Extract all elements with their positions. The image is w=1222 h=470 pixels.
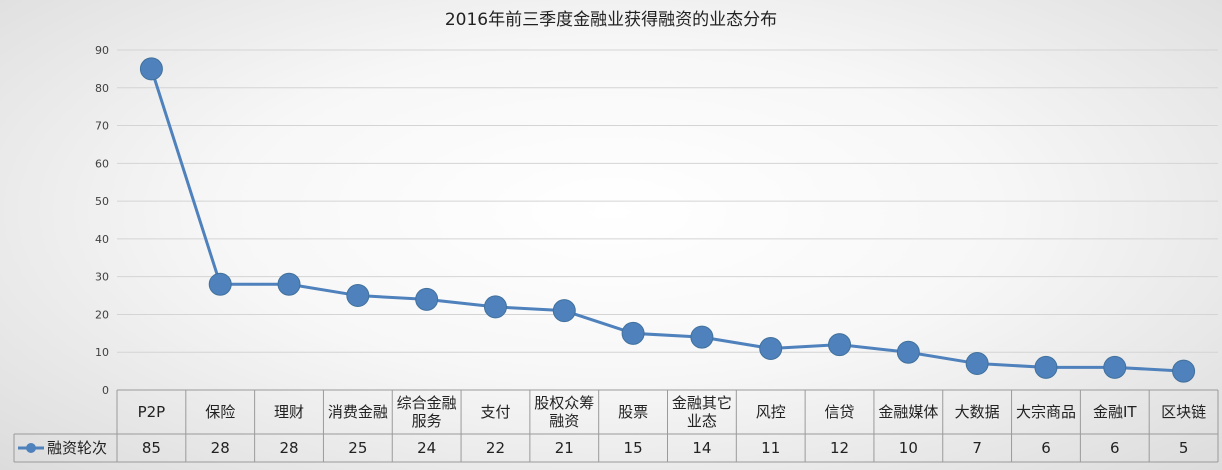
table-value-cell: 10 <box>899 439 918 457</box>
data-point <box>552 299 576 323</box>
data-point <box>896 340 920 364</box>
data-point <box>690 325 714 349</box>
table-value-cell: 24 <box>417 439 436 457</box>
table-value-cell: 22 <box>486 439 505 457</box>
data-point <box>621 321 645 345</box>
data-point <box>1034 355 1058 379</box>
table-value-cell: 7 <box>972 439 982 457</box>
category-label: 综合金融 <box>397 394 457 412</box>
category-label: 股权众筹 <box>534 394 594 412</box>
data-point <box>415 287 439 311</box>
table-value-cell: 14 <box>692 439 711 457</box>
category-label: 消费金融 <box>328 403 388 421</box>
data-point <box>965 352 989 376</box>
category-label: 信贷 <box>825 403 855 421</box>
category-label: 区块链 <box>1161 403 1206 421</box>
data-point <box>1103 355 1127 379</box>
category-label: 股票 <box>618 403 648 421</box>
category-label: 风控 <box>756 403 786 421</box>
table-value-cell: 21 <box>555 439 574 457</box>
table-value-cell: 15 <box>624 439 643 457</box>
y-tick-label: 70 <box>95 120 109 133</box>
category-label: P2P <box>138 403 166 421</box>
table-value-cell: 12 <box>830 439 849 457</box>
category-label: 大宗商品 <box>1016 403 1076 421</box>
table-value-cell: 6 <box>1041 439 1051 457</box>
category-label: 金融其它 <box>672 394 732 412</box>
category-label: 支付 <box>480 403 510 421</box>
y-tick-label: 90 <box>95 44 109 57</box>
data-point <box>346 284 370 308</box>
y-tick-label: 60 <box>95 157 109 170</box>
table-value-cell: 25 <box>348 439 367 457</box>
category-label: 理财 <box>274 403 304 421</box>
series-line <box>149 68 1184 373</box>
category-label: 融资 <box>549 412 579 430</box>
y-tick-label: 0 <box>102 384 109 397</box>
data-point <box>828 333 852 357</box>
category-label: 金融IT <box>1093 403 1137 421</box>
legend-marker-swatch <box>26 443 36 453</box>
category-label: 金融媒体 <box>878 403 938 421</box>
series-layer <box>139 57 1196 383</box>
table-value-cell: 6 <box>1110 439 1120 457</box>
y-tick-label: 30 <box>95 271 109 284</box>
table-value-cell: 28 <box>279 439 298 457</box>
category-label: 保险 <box>205 403 235 421</box>
category-label: 大数据 <box>955 403 1000 421</box>
y-axis: 0 10 20 30 40 50 60 70 80 90 <box>95 44 109 397</box>
data-point <box>277 272 301 296</box>
data-point <box>208 272 232 296</box>
table-value-cell: 85 <box>142 439 161 457</box>
category-label: 业态 <box>687 412 717 430</box>
table-value-cell: 28 <box>211 439 230 457</box>
data-point <box>1172 359 1196 383</box>
gridlines <box>117 49 1218 353</box>
data-point <box>483 295 507 319</box>
data-point <box>139 57 163 81</box>
y-tick-label: 50 <box>95 195 109 208</box>
table-value-cell: 5 <box>1179 439 1189 457</box>
y-tick-label: 20 <box>95 308 109 321</box>
y-tick-label: 40 <box>95 233 109 246</box>
chart-title: 2016年前三季度金融业获得融资的业态分布 <box>445 10 777 30</box>
category-label: 服务 <box>412 412 442 430</box>
table-value-cell: 11 <box>761 439 780 457</box>
y-tick-label: 80 <box>95 82 109 95</box>
y-tick-label: 10 <box>95 346 109 359</box>
data-point <box>759 336 783 360</box>
legend-label: 融资轮次 <box>47 439 107 457</box>
